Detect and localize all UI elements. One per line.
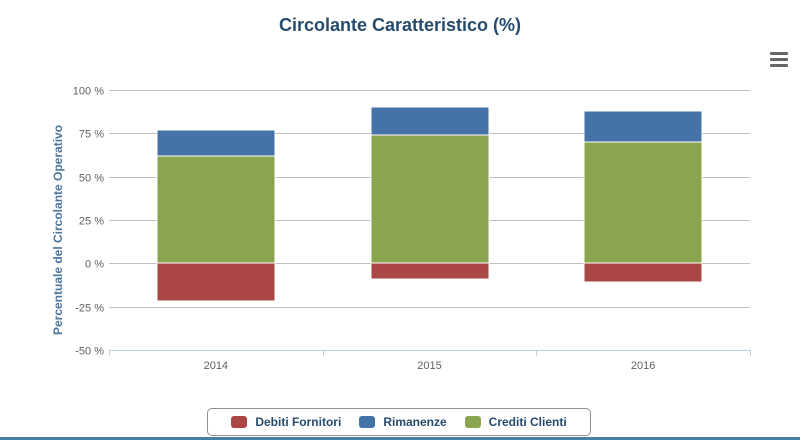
bar-rimanenze-2015[interactable] — [370, 106, 490, 136]
x-tick-label: 2016 — [631, 360, 655, 372]
legend: Debiti Fornitori Rimanenze Crediti Clienti — [207, 408, 591, 436]
bar-crediti-clienti-2016[interactable] — [583, 141, 703, 264]
legend-swatch — [359, 416, 376, 428]
legend-label: Rimanenze — [383, 415, 447, 429]
y-tick-label: 50 % — [79, 173, 104, 185]
y-tick-label: 25 % — [79, 216, 104, 228]
menu-line — [770, 64, 788, 67]
bar-crediti-clienti-2014[interactable] — [156, 155, 276, 264]
bars — [156, 106, 703, 302]
bar-debiti-fornitori-2014[interactable] — [156, 262, 276, 302]
axes: 100 % 75 % 50 % 25 % 0 % -25 % -50 % 2014 2015 20… — [73, 86, 751, 372]
bar-debiti-fornitori-2016[interactable] — [583, 262, 703, 283]
y-axis-label: Percentuale del Circolante Operativo — [51, 125, 65, 335]
legend-item-debiti-fornitori[interactable]: Debiti Fornitori — [231, 415, 341, 429]
bar-debiti-fornitori-2015[interactable] — [370, 262, 490, 280]
menu-line — [770, 58, 788, 61]
legend-swatch — [464, 416, 481, 428]
bar-rimanenze-2014[interactable] — [156, 129, 276, 157]
chart-title: Circolante Caratteristico (%) — [279, 15, 521, 35]
x-tick-label: 2015 — [417, 360, 441, 372]
chart-menu-button[interactable] — [768, 52, 790, 70]
legend-swatch — [231, 416, 248, 428]
menu-line — [770, 52, 788, 55]
legend-label: Debiti Fornitori — [255, 415, 342, 429]
x-tick-label: 2014 — [204, 360, 228, 372]
legend-item-rimanenze[interactable]: Rimanenze — [359, 415, 447, 429]
y-tick-label: 0 % — [85, 259, 104, 271]
bar-crediti-clienti-2015[interactable] — [370, 134, 490, 264]
page-bottom-border — [0, 437, 800, 440]
legend-label: Crediti Clienti — [488, 415, 567, 429]
legend-item-crediti-clienti[interactable]: Crediti Clienti — [464, 415, 567, 429]
y-tick-label: -25 % — [75, 303, 104, 315]
y-tick-label: 100 % — [73, 86, 104, 98]
y-tick-label: -50 % — [75, 346, 104, 358]
bar-rimanenze-2016[interactable] — [583, 110, 703, 143]
y-tick-label: 75 % — [79, 129, 104, 141]
